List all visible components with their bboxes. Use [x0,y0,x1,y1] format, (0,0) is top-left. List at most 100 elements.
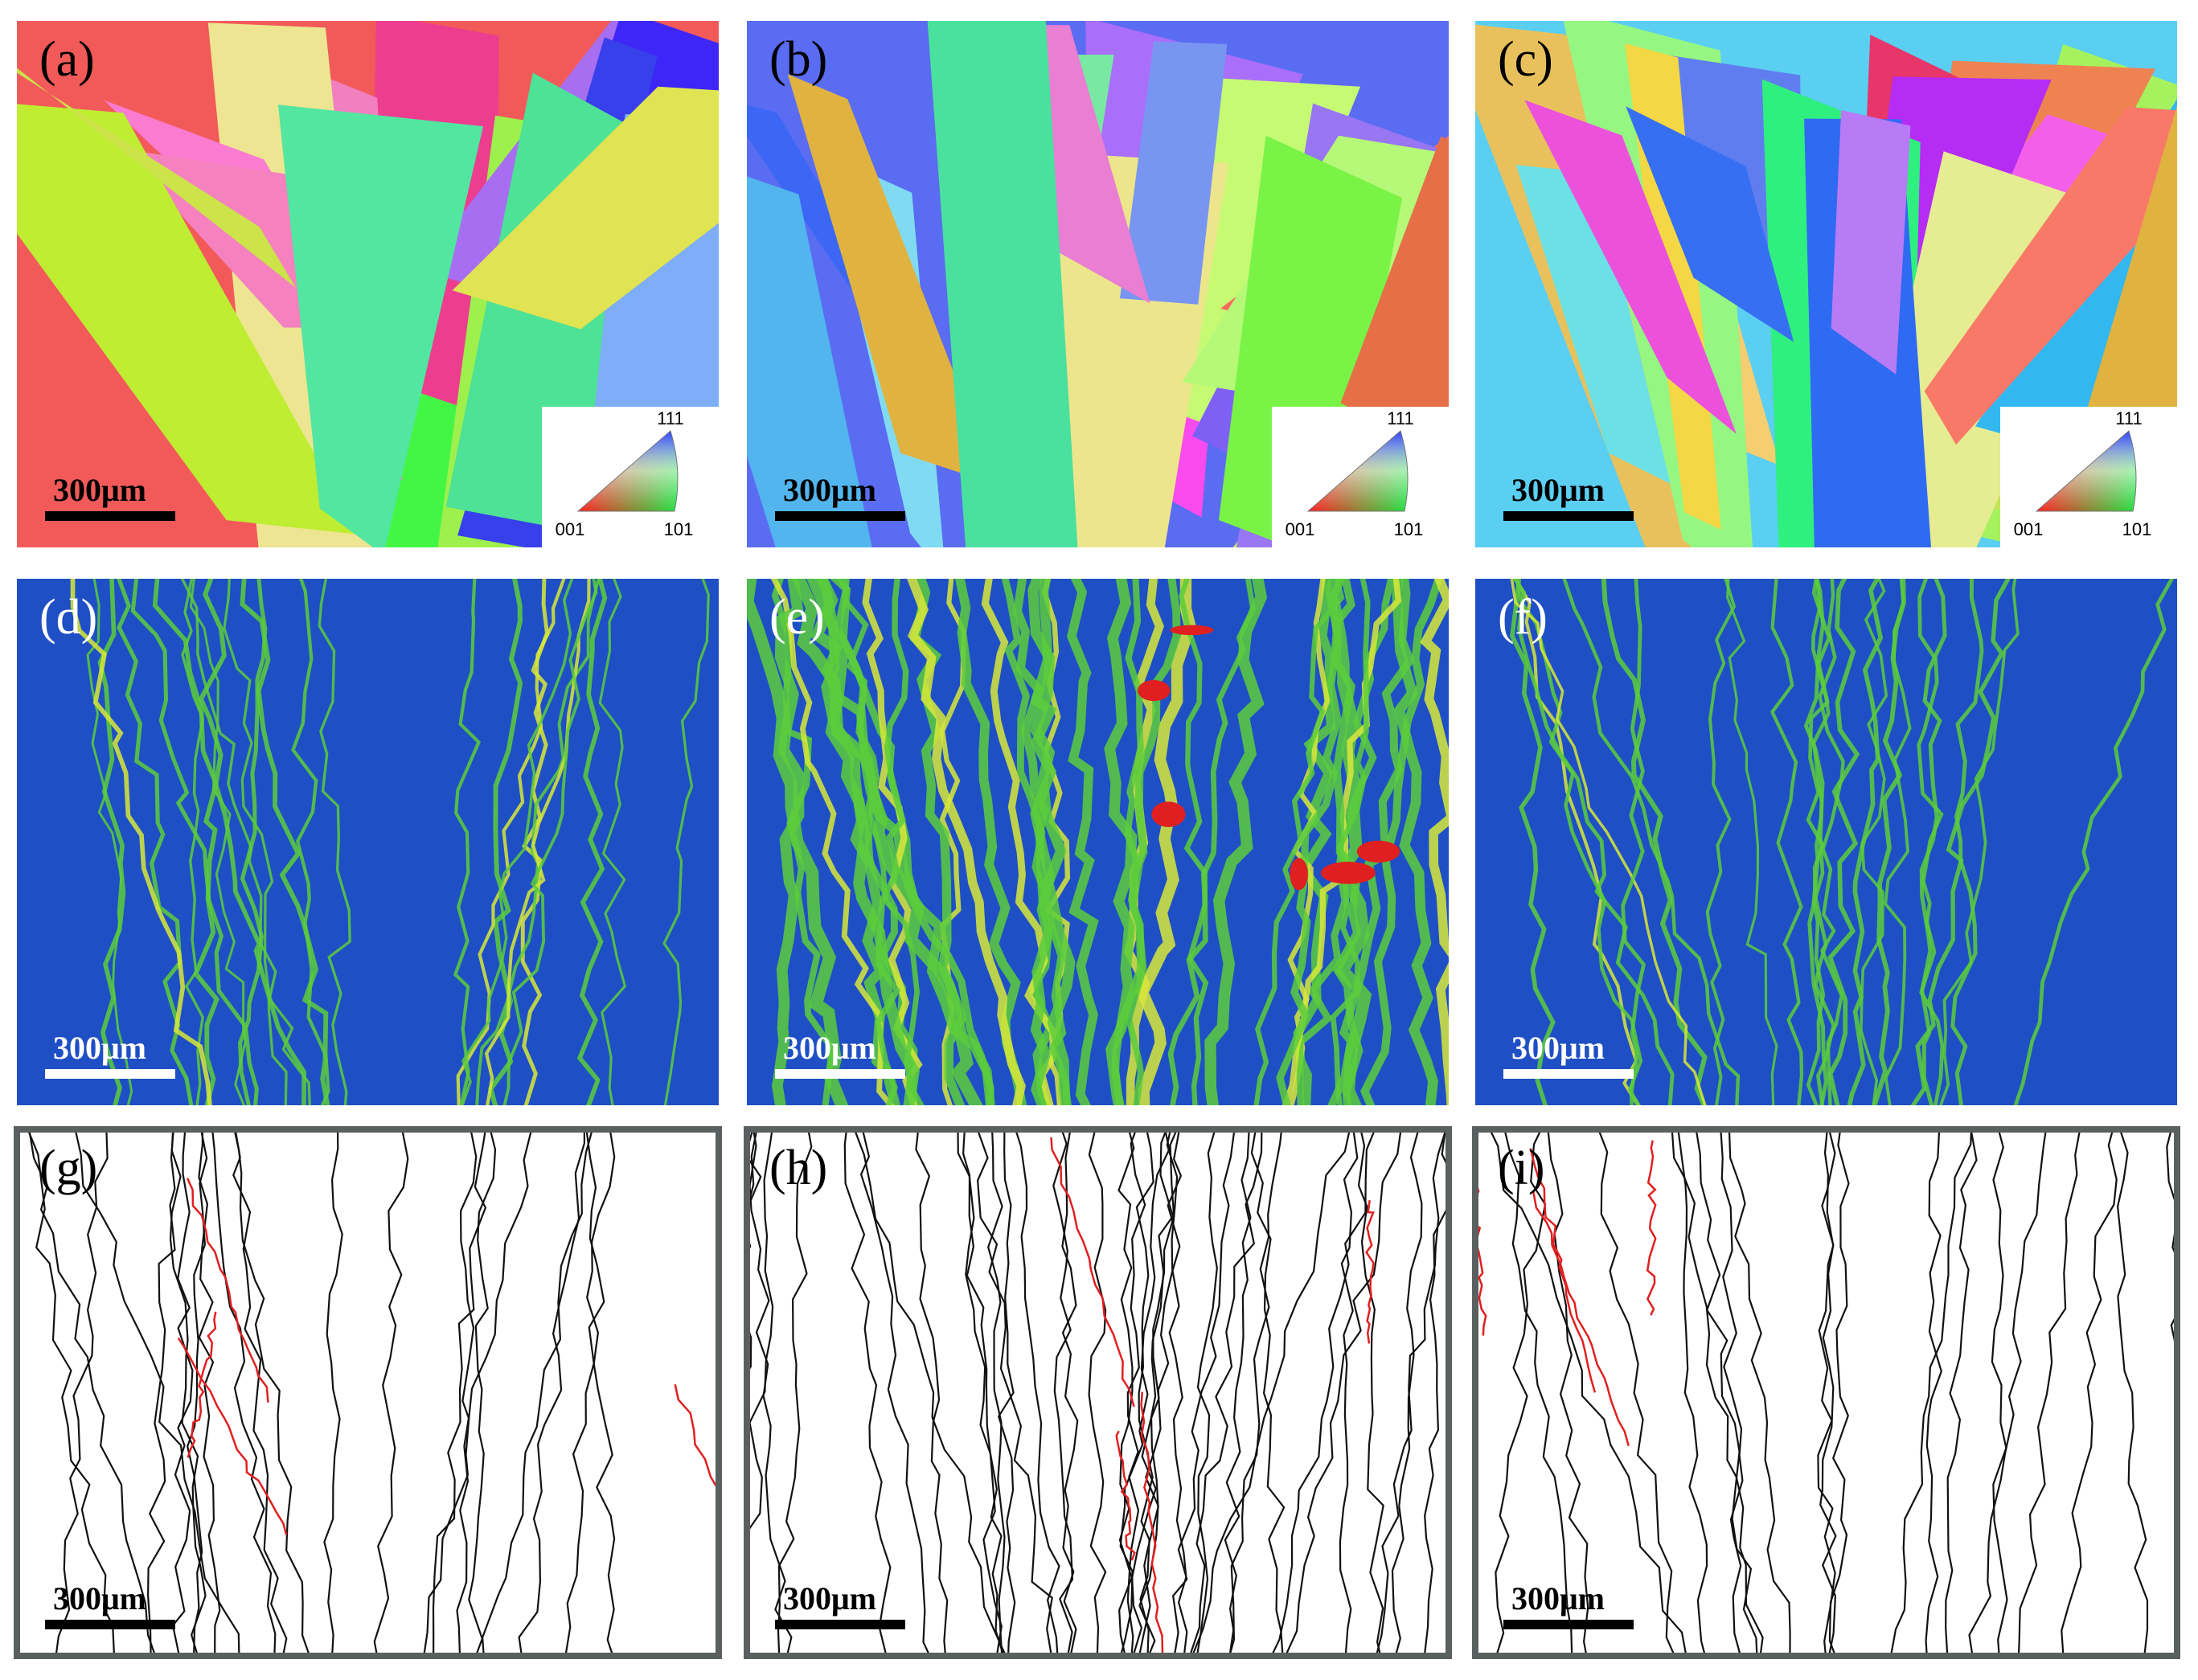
panel-label: (g) [39,1141,97,1195]
panel: (h) 300μm [744,1126,1452,1659]
grain [1831,109,1911,375]
twin-boundary [674,1383,719,1494]
boundary [2013,579,2175,1105]
scale-bar-label: 300μm [1511,472,1605,508]
twin-boundary [1475,1165,1487,1336]
twin-boundary [186,1178,269,1403]
grain [1524,100,1737,435]
grain-boundary [1488,1129,1687,1656]
boundary [223,579,288,1105]
grain-boundary [1671,1129,1764,1656]
boundary-background [1475,1129,2177,1656]
grain-boundary [232,1129,288,1656]
twin-boundary [1532,1190,1630,1447]
grain-boundary [1135,1129,1154,1656]
legend-label: 101 [2122,519,2152,539]
grain-boundary [1015,1129,1060,1656]
boundary [1938,579,2020,1105]
boundary [792,579,983,1105]
grain [1515,165,1671,484]
boundary [1827,579,1860,1105]
grain-boundary [1138,1129,1175,1656]
grain-boundary [1339,1129,1359,1656]
boundary [1124,579,1147,1105]
micrograph [1475,579,2177,1105]
grain-boundary [1945,1129,1978,1656]
grain-boundary [1889,1129,1973,1656]
grain-boundary [233,1129,311,1656]
boundary [318,579,351,1105]
ipf-legend: 111 001 101 [2000,407,2177,547]
scale-bar-label: 300μm [783,1030,876,1066]
grain-boundary [1968,1129,2048,1656]
grain-boundary [1228,1129,1283,1656]
grain [452,86,719,330]
grain-boundary [915,1129,949,1656]
twin-boundary [1140,1391,1164,1656]
panel: (g) 300μm [14,1126,722,1659]
high-kam [1137,680,1171,702]
scale-bar-label: 300μm [783,1580,876,1616]
panel-border [1472,1126,2180,1659]
boundary [1359,579,1415,1105]
legend-label: 111 [657,408,683,428]
boundary [1601,579,1708,1105]
scale-bar [775,1620,905,1629]
grain [277,104,484,547]
grain-boundary [456,1129,478,1656]
grain-boundary [1191,1129,1351,1656]
twin-boundary [1365,1200,1375,1344]
boundary [1515,579,1643,1105]
boundary [1204,579,1268,1105]
grain-boundary [962,1129,1003,1656]
grain-boundary [1720,1129,1744,1656]
panel-label: (e) [769,590,825,645]
grain-boundary [187,1129,208,1656]
boundary [70,579,212,1105]
panel: (d) 300μm [17,579,719,1105]
twin-boundary [1050,1137,1135,1408]
scale-bar-label: 300μm [783,472,876,508]
scale-bar [775,1069,905,1079]
panel-label: (a) [39,32,95,87]
boundary [1066,579,1099,1105]
legend-label: 101 [1394,519,1424,539]
boundary [1324,579,1372,1105]
panel: (e) 300μm [747,579,1449,1105]
panel-label: (f) [1498,590,1548,645]
grain-boundary [1357,1129,1384,1656]
grain-boundary [1828,1129,1850,1656]
scale-bar [1503,511,1634,521]
boundary [1910,579,2011,1105]
ipf-legend: 111 001 101 [1272,407,1449,547]
twin-boundary [1529,1148,1597,1393]
boundary [181,579,204,1105]
ipf-triangle-overlay [2035,430,2137,512]
grain-boundary [468,1129,497,1656]
grain [1626,106,1794,342]
scale-bar [1503,1620,1634,1629]
boundary [907,579,1026,1105]
grain [1924,107,2177,445]
grain-boundary [1052,1129,1074,1656]
boundary [484,579,591,1105]
boundary [576,579,608,1105]
grain-boundary [997,1129,1016,1656]
grain-boundary [27,1129,116,1656]
grain-boundary [843,1129,892,1656]
high-kam [1170,625,1214,636]
ipf-triangle-overlay [1306,430,1409,512]
boundary [1847,579,1884,1105]
grain [747,176,872,547]
boundary [1253,579,1345,1105]
boundary [1510,579,1556,1105]
boundary [240,579,330,1105]
boundary [180,579,311,1105]
legend-label: 001 [556,519,585,539]
grain-boundary [1991,1129,2008,1656]
boundary [1513,579,1641,1105]
boundary [1621,579,1646,1105]
high-kam [1356,840,1400,863]
boundary [1950,579,1984,1105]
